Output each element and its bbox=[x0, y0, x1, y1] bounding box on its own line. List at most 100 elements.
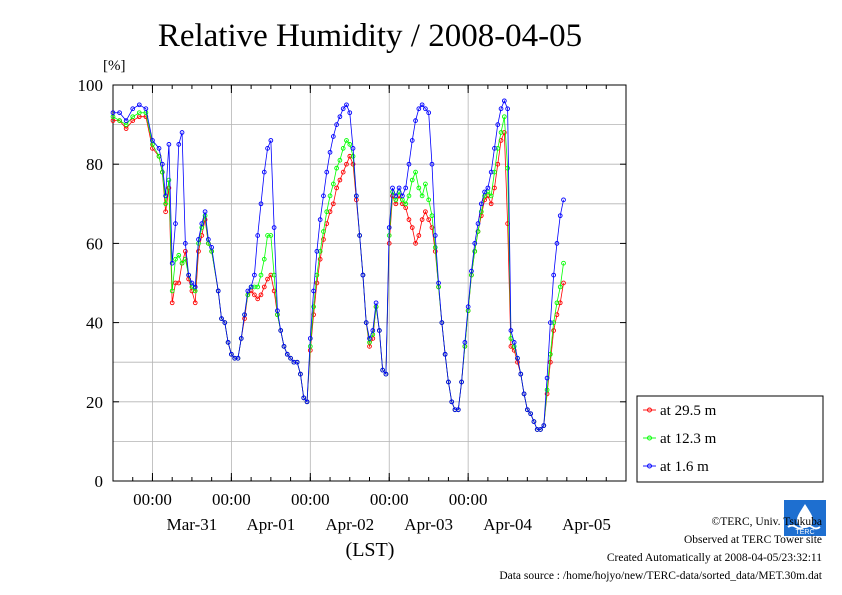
y-tick-labels: 0 20 40 60 80 100 bbox=[78, 76, 104, 491]
data-point bbox=[330, 134, 336, 139]
data-point bbox=[317, 256, 323, 262]
data-point bbox=[528, 411, 533, 417]
data-point bbox=[370, 328, 376, 333]
data-point bbox=[166, 142, 172, 147]
data-point bbox=[314, 280, 320, 286]
data-point bbox=[501, 98, 507, 104]
data-point bbox=[271, 288, 277, 294]
data-point bbox=[209, 245, 215, 250]
data-point bbox=[255, 233, 261, 238]
data-point bbox=[219, 316, 224, 321]
x-date-label: Apr-03 bbox=[404, 515, 453, 534]
series-line bbox=[112, 112, 564, 430]
data-point bbox=[334, 122, 339, 127]
x-time-label: 00:00 bbox=[449, 490, 488, 509]
data-point bbox=[350, 146, 356, 151]
series-at-1-6-m bbox=[110, 98, 566, 432]
x-date-label: Apr-05 bbox=[562, 515, 611, 534]
data-point bbox=[159, 161, 165, 167]
data-point bbox=[255, 284, 261, 290]
data-point bbox=[446, 379, 451, 385]
data-point bbox=[311, 304, 316, 310]
legend-item: at 1.6 m bbox=[643, 459, 709, 475]
data-point bbox=[176, 252, 182, 258]
data-point bbox=[186, 272, 191, 278]
data-point bbox=[136, 110, 142, 116]
data-point bbox=[419, 193, 425, 199]
data-point bbox=[416, 106, 422, 112]
data-point bbox=[163, 201, 168, 207]
data-point bbox=[258, 272, 264, 278]
data-point bbox=[475, 229, 481, 234]
data-point bbox=[176, 280, 182, 286]
data-point bbox=[294, 359, 300, 365]
data-point bbox=[432, 233, 438, 238]
data-point bbox=[544, 375, 550, 381]
data-point bbox=[347, 110, 353, 116]
data-point bbox=[406, 161, 412, 167]
data-point bbox=[159, 169, 165, 175]
data-point bbox=[284, 351, 290, 357]
x-time-label: 00:00 bbox=[370, 490, 409, 509]
data-point bbox=[488, 201, 494, 207]
data-point bbox=[344, 161, 349, 167]
data-point bbox=[413, 241, 418, 246]
data-point bbox=[350, 153, 356, 159]
data-point bbox=[235, 355, 241, 361]
data-point bbox=[419, 217, 425, 222]
data-point bbox=[403, 185, 409, 191]
data-point bbox=[192, 300, 198, 306]
x-date-label: Apr-02 bbox=[325, 515, 374, 534]
data-point bbox=[482, 189, 487, 195]
data-point bbox=[492, 169, 497, 175]
data-point bbox=[426, 197, 432, 203]
data-point bbox=[367, 336, 372, 341]
copyright-text: ©TERC, Univ. Tsukuba bbox=[711, 516, 822, 528]
data-point bbox=[373, 300, 379, 306]
legend-swatch-marker bbox=[647, 407, 652, 413]
data-point bbox=[353, 193, 359, 199]
data-point bbox=[544, 387, 550, 393]
y-axis-label: [%] bbox=[103, 58, 126, 74]
data-point bbox=[334, 185, 339, 191]
data-point bbox=[317, 217, 323, 222]
data-point bbox=[261, 169, 267, 175]
data-point bbox=[436, 280, 441, 286]
legend-box bbox=[636, 395, 824, 483]
data-point bbox=[478, 209, 484, 215]
data-point bbox=[531, 419, 537, 424]
data-point bbox=[495, 146, 501, 151]
data-point bbox=[258, 201, 264, 207]
data-point bbox=[429, 213, 435, 219]
x-time-label: 00:00 bbox=[133, 490, 172, 509]
x-tick-labels: 00:00 00:00 00:00 00:00 00:00 Mar-31 Apr-01 Apr… bbox=[133, 490, 611, 534]
data-point bbox=[459, 379, 464, 385]
data-point bbox=[554, 241, 560, 246]
data-point bbox=[169, 260, 175, 266]
data-point bbox=[304, 399, 310, 405]
data-point bbox=[334, 165, 339, 171]
data-point bbox=[271, 225, 277, 230]
data-point bbox=[298, 371, 303, 377]
data-point bbox=[321, 193, 326, 199]
x-date-label: Mar-31 bbox=[167, 515, 218, 534]
data-point bbox=[534, 427, 540, 432]
data-point bbox=[143, 106, 149, 112]
x-axis-label: (LST) bbox=[346, 539, 395, 561]
data-point bbox=[357, 233, 362, 238]
data-point bbox=[321, 237, 326, 242]
legend-label: at 29.5 m bbox=[660, 403, 717, 419]
data-point bbox=[538, 427, 543, 432]
data-point bbox=[337, 114, 343, 120]
data-point bbox=[423, 181, 428, 187]
data-point bbox=[557, 300, 563, 306]
chart-title: Relative Humidity / 2008-04-05 bbox=[158, 18, 582, 54]
data-point bbox=[505, 106, 510, 112]
data-point bbox=[252, 284, 257, 290]
data-point bbox=[501, 114, 507, 120]
x-time-label: 00:00 bbox=[212, 490, 251, 509]
series-at-12-3-m bbox=[110, 110, 566, 432]
data-point bbox=[327, 149, 333, 155]
data-point bbox=[261, 284, 267, 290]
data-point bbox=[416, 185, 422, 191]
